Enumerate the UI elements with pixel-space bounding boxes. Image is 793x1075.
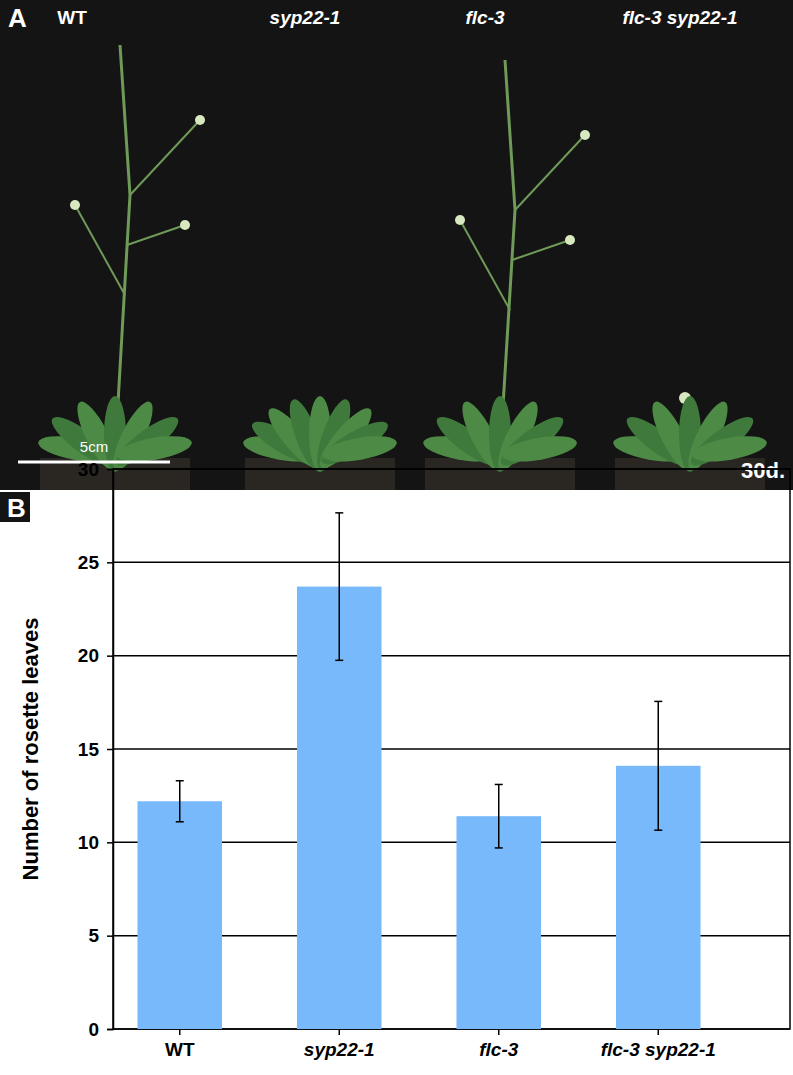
- y-tick: 5: [88, 925, 113, 946]
- error-bar: [335, 513, 343, 660]
- y-tick: 0: [88, 1019, 113, 1040]
- x-tick-label: syp22-1: [304, 1039, 375, 1060]
- y-tick-label: 15: [78, 739, 100, 760]
- panel-a: A WT syp22-1 flc-3 flc-3 syp22-1 5cm 30d.: [0, 0, 793, 490]
- stem: [500, 60, 515, 455]
- grid-line: [113, 655, 790, 657]
- x-tick-mark: [339, 1029, 341, 1035]
- y-tick-label: 25: [78, 552, 100, 573]
- y-tick-mark: [107, 1029, 113, 1031]
- y-tick: 20: [78, 645, 113, 666]
- stem: [115, 45, 130, 455]
- y-tick-label: 0: [88, 1019, 99, 1040]
- flower: [195, 115, 205, 125]
- x-tick-mark: [658, 1029, 660, 1035]
- y-tick-mark: [107, 562, 113, 564]
- y-tick-label: 5: [88, 925, 99, 946]
- y-tick: 15: [78, 739, 113, 760]
- x-tick-label: flc-3: [479, 1039, 519, 1060]
- error-cap: [176, 821, 184, 823]
- y-tick-label: 30: [78, 459, 99, 480]
- leaf: [320, 431, 399, 466]
- error-cap: [495, 847, 503, 849]
- flower: [180, 220, 190, 230]
- panel-label: A: [8, 3, 27, 33]
- branch: [130, 120, 200, 195]
- error-cap: [654, 829, 662, 831]
- scale-label: 5cm: [80, 438, 108, 455]
- grid-line: [113, 562, 790, 564]
- y-axis: 0 5 10 15 20 25 30: [78, 459, 114, 1040]
- error-cap: [335, 512, 343, 514]
- bars: [137, 513, 700, 1029]
- x-tick: syp22-1: [304, 1029, 375, 1060]
- error-cap: [176, 780, 184, 782]
- x-tick-mark: [179, 1029, 181, 1035]
- x-tick: flc-3: [479, 1029, 519, 1060]
- figure: A WT syp22-1 flc-3 flc-3 syp22-1 5cm 30d. B 0 5 10…: [0, 0, 793, 1075]
- error-stem: [498, 784, 500, 847]
- panel-label-box: [0, 492, 30, 522]
- y-tick: 30: [78, 459, 113, 480]
- branch: [460, 220, 510, 310]
- y-tick-mark: [107, 935, 113, 937]
- branch: [512, 240, 570, 260]
- x-tick: WT: [165, 1029, 195, 1060]
- x-tick-label: WT: [165, 1039, 195, 1060]
- error-bar: [654, 701, 662, 830]
- genotype-label: flc-3 syp22-1: [622, 7, 737, 28]
- branch: [127, 225, 185, 245]
- y-tick-mark: [107, 842, 113, 844]
- grid: [113, 469, 790, 1029]
- x-tick-mark: [498, 1029, 500, 1035]
- error-cap: [654, 701, 662, 703]
- y-tick-label: 20: [78, 645, 99, 666]
- plot-frame: [113, 469, 790, 1029]
- x-tick-label: flc-3 syp22-1: [601, 1039, 716, 1060]
- x-axis: WT syp22-1 flc-3 flc-3 syp22-1: [165, 1029, 716, 1060]
- plant: [241, 396, 398, 490]
- error-bar: [176, 781, 184, 822]
- error-cap: [335, 660, 343, 662]
- photo-background: [0, 0, 793, 490]
- flower: [70, 200, 80, 210]
- y-axis-line: [107, 470, 114, 1030]
- y-tick-mark: [107, 469, 113, 471]
- error-cap: [495, 784, 503, 786]
- branch: [515, 135, 585, 210]
- y-tick-label: 10: [78, 832, 99, 853]
- flower: [565, 235, 575, 245]
- error-stem: [339, 513, 341, 660]
- y-tick-mark: [107, 749, 113, 751]
- panel-b: B 0 5 10 15 20 25 30 WT syp22-1 flc-3 flc-3 syp22-1…: [0, 459, 790, 1061]
- y-tick: 10: [78, 832, 113, 853]
- error-bar: [495, 784, 503, 847]
- error-stem: [658, 701, 660, 830]
- bar: [456, 816, 541, 1029]
- x-tick: flc-3 syp22-1: [601, 1029, 716, 1060]
- age-label: 30d.: [741, 458, 785, 483]
- error-stem: [179, 781, 181, 822]
- flower: [580, 130, 590, 140]
- y-tick: 25: [78, 552, 113, 573]
- leaf: [500, 431, 579, 466]
- plant: [36, 45, 205, 490]
- genotype-label: flc-3: [465, 7, 505, 28]
- plant: [421, 60, 590, 490]
- bar: [137, 801, 222, 1029]
- y-axis-title: Number of rosette leaves: [18, 618, 43, 881]
- panel-label: B: [7, 493, 26, 523]
- genotype-label: syp22-1: [270, 7, 341, 28]
- flower: [455, 215, 465, 225]
- grid-line: [113, 748, 790, 750]
- branch: [75, 205, 125, 295]
- genotype-label: WT: [57, 7, 87, 28]
- y-tick-mark: [107, 655, 113, 657]
